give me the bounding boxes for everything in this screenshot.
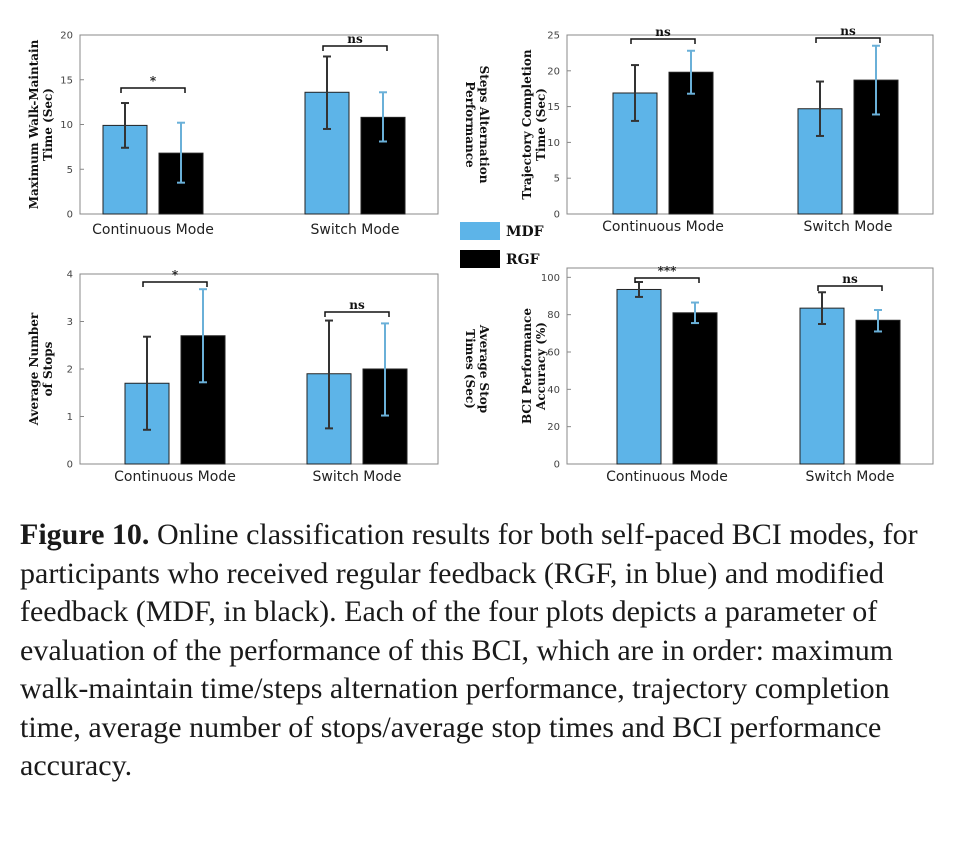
y-tick-label: 0 (67, 210, 73, 221)
y-axis-label-line: of Stops (41, 341, 55, 396)
significance-bracket (815, 37, 881, 43)
bar-rgf-continuous (668, 71, 714, 215)
y-tick-label: 20 (547, 422, 560, 433)
y-axis-label: Average Numberof Stops (27, 312, 55, 426)
y-tick-label: 15 (547, 102, 560, 113)
chart-panel-4: 0 20 40 60 80 100 BCI PerformanceAccuracy (%) C… (520, 264, 934, 485)
y-axis-label-line: Accuracy (%) (534, 322, 548, 411)
axes-box (566, 34, 934, 215)
y-tick-label: 10 (547, 138, 560, 149)
chart-panel-3: 0 1 2 3 4 Average Numberof Stops Average StopT… (27, 268, 491, 485)
y-axis-label-line: Average Number (27, 312, 41, 426)
caption-text: Online classification results for both s… (20, 518, 918, 782)
significance-label: ns (655, 25, 671, 39)
secondary-axis-label-line: Times (Sec) (463, 329, 477, 409)
y-tick-label: 15 (60, 75, 73, 86)
legend-swatch-rgf (460, 250, 500, 268)
y-tick-label: 80 (547, 310, 560, 321)
secondary-axis-label-line: Average Stop (477, 324, 491, 413)
significance-label: ns (349, 298, 365, 312)
significance-bracket (322, 45, 388, 51)
significance-bracket (120, 87, 186, 93)
y-axis-label-line: Trajectory Completion (520, 49, 534, 199)
secondary-axis-label: Steps AlternationPerformance (463, 66, 491, 184)
y-tick-label: 2 (67, 365, 73, 376)
category-label: Switch Mode (806, 469, 895, 485)
y-tick-label: 25 (547, 31, 560, 42)
y-tick-label: 0 (67, 460, 73, 471)
category-label: Continuous Mode (602, 219, 724, 235)
y-tick-label: 5 (554, 174, 560, 185)
category-label: Switch Mode (311, 222, 400, 238)
y-tick-label: 60 (547, 348, 560, 359)
chart-panel-2: 0 5 10 15 20 25 Trajectory CompletionTime (Sec… (520, 24, 934, 235)
y-axis-label-line: Time (Sec) (41, 88, 55, 161)
significance-label: ns (347, 32, 363, 46)
y-tick-label: 10 (60, 120, 73, 131)
category-label: Continuous Mode (606, 469, 728, 485)
y-axis-label-line: Time (Sec) (534, 88, 548, 161)
category-label: Switch Mode (804, 219, 893, 235)
significance-label: ns (840, 24, 856, 38)
category-label: Switch Mode (313, 469, 402, 485)
y-tick-label: 5 (67, 165, 73, 176)
y-axis-label: Trajectory CompletionTime (Sec) (520, 49, 548, 199)
y-tick-label: 3 (67, 317, 73, 328)
bar-mdf-continuous (616, 288, 662, 465)
y-tick-label: 0 (554, 460, 560, 471)
significance-bracket (630, 38, 696, 44)
significance-bracket (142, 281, 208, 287)
bar-mdf-switch (304, 91, 350, 215)
y-tick-label: 40 (547, 385, 560, 396)
bar-rgf-continuous (672, 312, 718, 465)
y-axis-label: BCI PerformanceAccuracy (%) (520, 308, 548, 424)
axes-box (566, 267, 934, 465)
secondary-axis-label-line: Steps Alternation (477, 66, 491, 184)
y-axis-label-line: Maximum Walk-Maintain (27, 39, 41, 209)
secondary-axis-label-line: Performance (463, 81, 477, 168)
category-label: Continuous Mode (92, 222, 214, 238)
figure-caption: Figure 10. Online classification results… (20, 516, 935, 786)
secondary-axis-label: Average StopTimes (Sec) (463, 324, 491, 413)
y-axis-label: Maximum Walk-MaintainTime (Sec) (27, 39, 55, 209)
y-tick-label: 0 (554, 210, 560, 221)
y-tick-label: 20 (60, 31, 73, 42)
caption-label: Figure 10. (20, 518, 150, 551)
y-tick-label: 1 (67, 412, 73, 423)
significance-label: * (150, 74, 157, 88)
category-label: Continuous Mode (114, 469, 236, 485)
y-tick-label: 4 (67, 270, 73, 281)
significance-bracket (634, 277, 700, 283)
y-tick-label: 100 (541, 273, 560, 284)
legend-label-rgf: RGF (506, 252, 540, 268)
bar-rgf-switch (855, 319, 901, 465)
significance-label: ns (842, 272, 858, 286)
significance-bracket (817, 285, 883, 291)
y-axis-label-line: BCI Performance (520, 308, 534, 424)
significance-label: * (172, 268, 179, 282)
legend-label-mdf: MDF (506, 224, 544, 240)
bar-mdf-switch (799, 307, 845, 465)
legend-swatch-mdf (460, 222, 500, 240)
significance-bracket (324, 311, 390, 317)
chart-panel-1: 0 5 10 15 20 Maximum Walk-MaintainTime (Sec) S… (27, 31, 491, 239)
significance-label: *** (658, 264, 678, 278)
y-tick-label: 20 (547, 66, 560, 77)
legend: MDF RGF (460, 222, 544, 268)
